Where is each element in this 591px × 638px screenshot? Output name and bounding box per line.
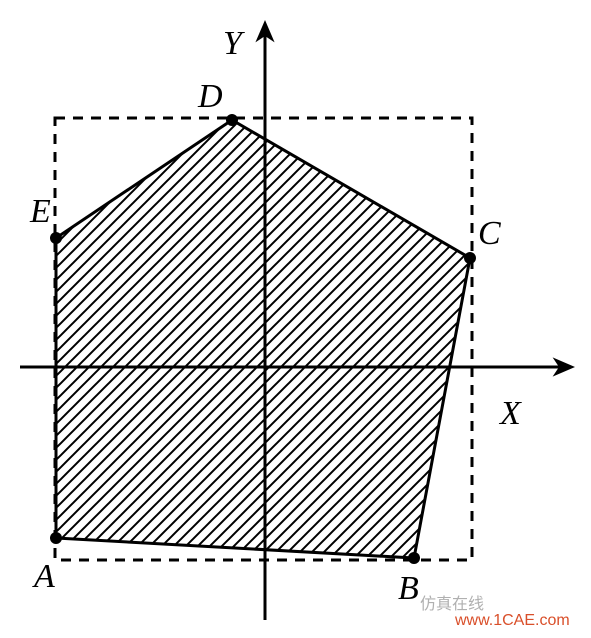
x-axis-label: X xyxy=(500,395,521,433)
diagram-container: X Y A B C D E 仿真在线 www.1CAE.com xyxy=(0,0,591,638)
vertex-label-e: E xyxy=(30,193,51,231)
diagram-svg xyxy=(0,0,591,638)
vertex-label-b: B xyxy=(398,570,419,608)
vertex-label-a: A xyxy=(34,558,55,596)
vertex-label-c: C xyxy=(478,215,501,253)
vertex-label-d: D xyxy=(198,78,223,116)
y-axis-label: Y xyxy=(223,25,242,63)
polygon-fill xyxy=(56,120,470,558)
